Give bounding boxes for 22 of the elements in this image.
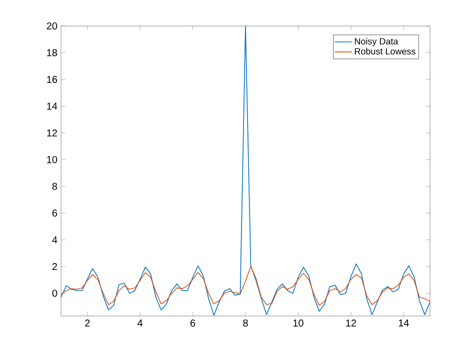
x-tick-label: 2 <box>85 320 90 326</box>
y-tick-label: 16 <box>47 76 58 83</box>
legend-label: Robust Lowess <box>354 48 416 55</box>
x-tick-label: 10 <box>293 320 304 327</box>
y-tick-label: 12 <box>47 129 57 136</box>
line-series <box>61 266 430 306</box>
y-tick-label: 10 <box>47 156 58 164</box>
x-tick-label: 4 <box>138 320 143 326</box>
legend-label: Noisy Data <box>354 38 398 46</box>
y-tick-label: 0 <box>52 290 58 297</box>
x-tick-label: 6 <box>190 320 196 327</box>
line-series <box>61 26 430 316</box>
y-tick-label: 8 <box>52 182 58 190</box>
y-tick-label: 14 <box>47 102 58 110</box>
x-tick-label: 8 <box>243 320 248 327</box>
y-tick-label: 6 <box>52 210 58 217</box>
y-tick-label: 2 <box>52 263 57 270</box>
x-tick-label: 14 <box>398 320 409 326</box>
x-tick-label: 12 <box>346 320 356 326</box>
y-tick-label: 4 <box>52 236 58 244</box>
y-tick-label: 18 <box>47 49 58 56</box>
y-tick-label: 20 <box>46 22 58 30</box>
